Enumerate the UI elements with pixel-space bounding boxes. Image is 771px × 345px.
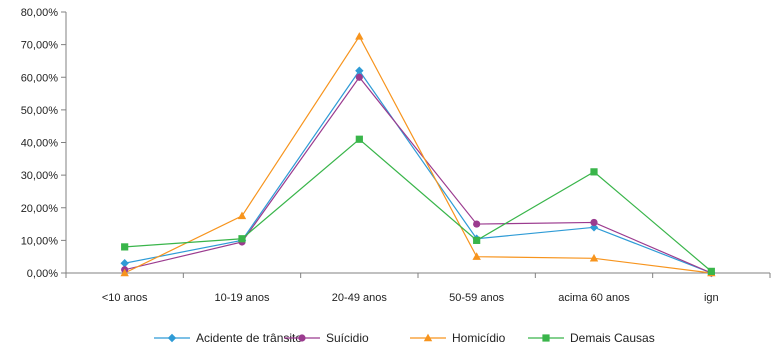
legend: Acidente de trânsito Suícidio Homicídio Dem…: [154, 331, 655, 345]
data-point-series-1: [355, 66, 364, 75]
data-point-series-3: [120, 268, 129, 277]
data-point-series-3: [472, 252, 481, 260]
y-tick-label: 70,00%: [21, 40, 59, 52]
data-point-series-3: [237, 211, 247, 220]
data-point-series-2: [590, 218, 598, 227]
data-point-series-3: [355, 32, 364, 40]
x-tick-label: 20-49 anos: [332, 292, 388, 304]
y-tick-label: 10,00%: [21, 235, 59, 247]
data-point-series-4: [590, 168, 598, 176]
y-tick-label: 0,00%: [27, 268, 58, 280]
legend-label: Suícidio: [326, 331, 369, 345]
y-tick-label: 50,00%: [21, 105, 59, 117]
legend-marker: [167, 333, 177, 343]
series-line-4: [124, 138, 712, 272]
data-point-series-4: [473, 236, 481, 244]
data-point-series-2: [355, 73, 363, 81]
x-tick-label: acima 60 anos: [558, 292, 630, 304]
legend-label: Demais Causas: [570, 331, 655, 345]
y-tick-label: 80,00%: [21, 7, 59, 19]
y-tick-label: 40,00%: [21, 138, 59, 150]
legend-marker: [542, 334, 550, 342]
data-point-series-4: [238, 235, 246, 243]
data-point-series-4: [121, 243, 129, 251]
x-tick-label: 50-59 anos: [449, 292, 505, 304]
data-point-series-2: [473, 220, 481, 228]
y-tick-label: 60,00%: [21, 72, 59, 84]
x-tick-label: 10-19 anos: [214, 292, 270, 304]
x-tick-label: <10 anos: [102, 292, 148, 304]
legend-marker: [298, 334, 306, 342]
data-point-series-4: [707, 267, 715, 275]
series-line-1: [124, 69, 712, 274]
series-line-3: [124, 35, 712, 274]
series-line-2: [124, 76, 712, 274]
data-point-series-3: [589, 253, 599, 262]
legend-label: Homicídio: [452, 331, 506, 345]
data-point-series-1: [120, 259, 129, 268]
x-tick-label: ign: [704, 292, 719, 304]
y-tick-label: 30,00%: [21, 170, 59, 182]
data-point-series-4: [355, 135, 363, 143]
legend-label: Acidente de trânsito: [196, 331, 302, 345]
legend-marker: [423, 333, 433, 342]
y-tick-label: 20,00%: [21, 203, 59, 215]
